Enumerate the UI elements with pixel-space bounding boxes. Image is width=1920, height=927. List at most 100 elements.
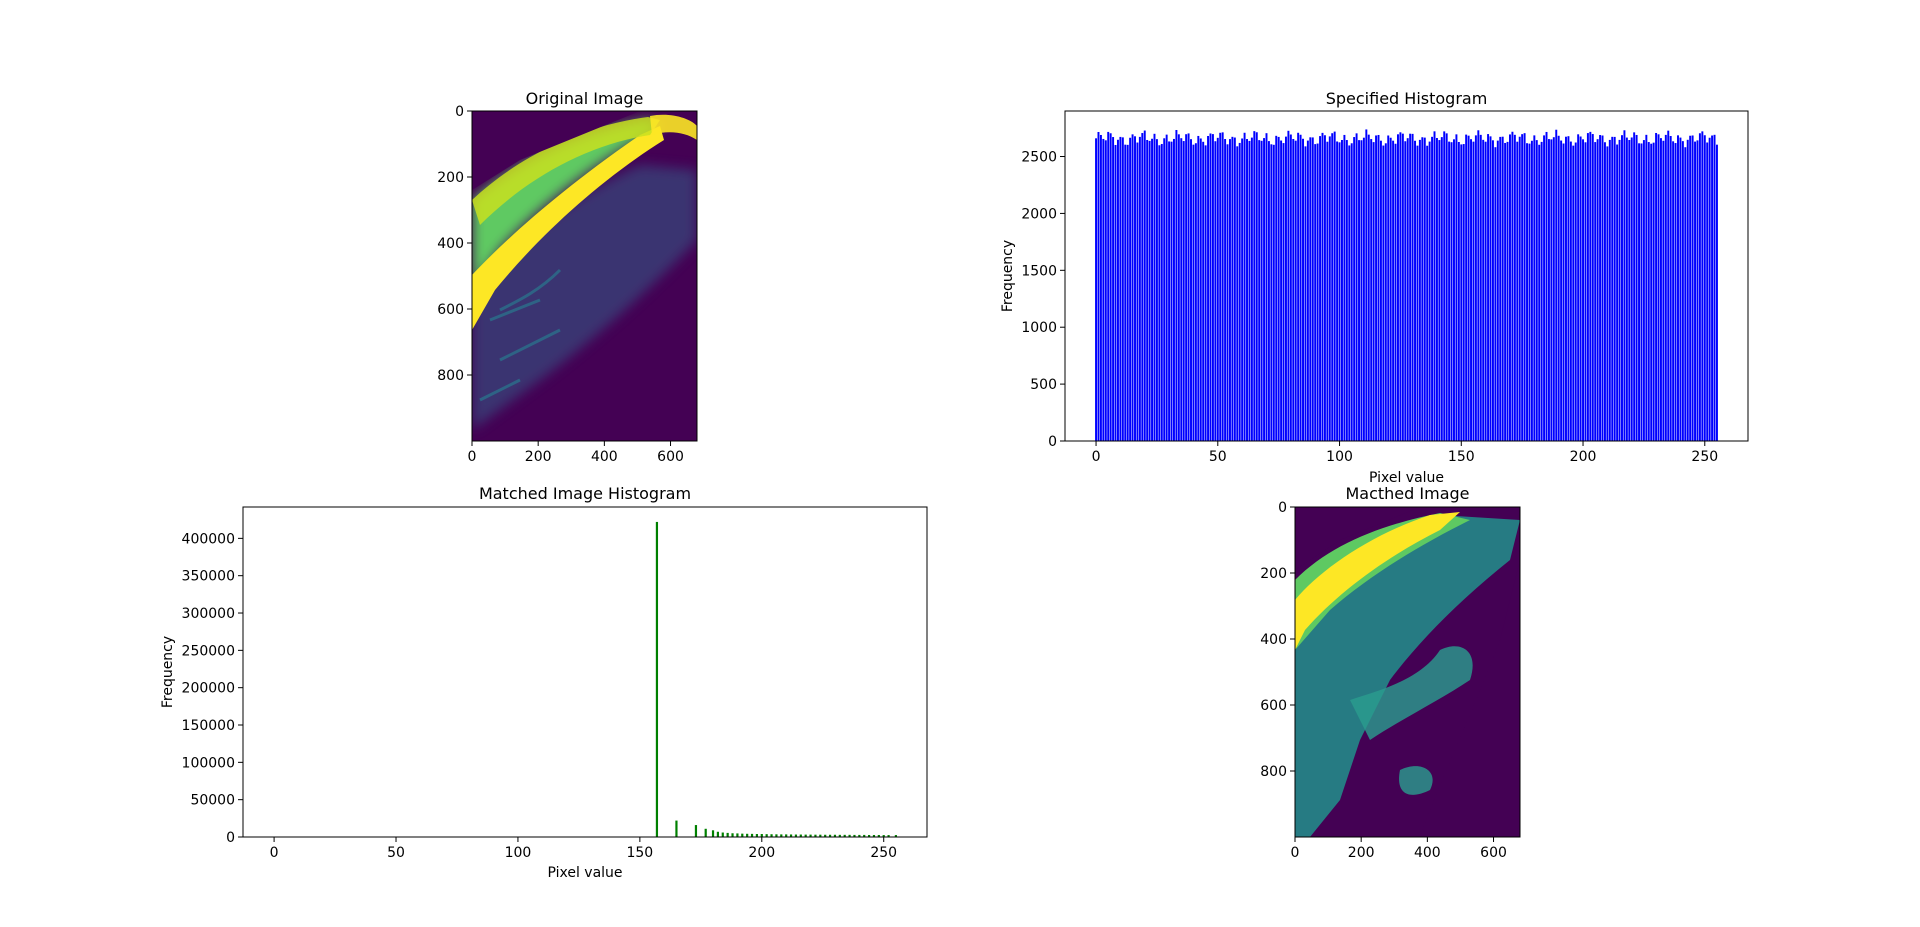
specified-bar: [1633, 132, 1636, 442]
specified-bar: [1462, 144, 1465, 441]
specified-bar: [1496, 140, 1499, 441]
specified-bar: [1443, 131, 1446, 441]
specified-bar: [1484, 141, 1487, 441]
specified-bar: [1365, 129, 1368, 441]
original-x-ticks: 0 200 400 600: [468, 441, 684, 465]
matched-bar: [894, 835, 898, 837]
specified-bar: [1284, 136, 1287, 442]
matched-bar: [789, 834, 793, 837]
specified-bar: [1416, 145, 1419, 441]
matched-image-panel: Macthed Image 0 200 400 600 0 200 400 600 800: [1260, 484, 1521, 861]
matched-x-tick-label: 250: [870, 845, 897, 861]
specified-bar: [1272, 144, 1275, 442]
specified-bar: [1701, 131, 1704, 441]
matched-bar: [770, 834, 773, 837]
specified-y-ticks: 0 500 1000 1500 2000 2500: [1021, 150, 1065, 450]
specified-bar: [1572, 145, 1575, 441]
specified-bar: [1297, 132, 1300, 441]
specified-bar: [1530, 140, 1533, 441]
specified-x-tick-label: 200: [1570, 449, 1597, 465]
specified-bar: [1282, 143, 1285, 441]
original-bright-band: [472, 126, 664, 330]
specified-bar: [1321, 132, 1324, 441]
specified-bar: [1423, 137, 1426, 441]
matched-bar: [858, 834, 861, 837]
specified-bar: [1594, 142, 1597, 442]
specified-bar: [1411, 133, 1414, 441]
specified-bar: [1131, 134, 1134, 441]
matched-histogram-bars: [655, 521, 898, 837]
matched-bar: [755, 834, 759, 837]
matched-image-x-tick-label: 200: [1348, 845, 1375, 861]
specified-bar: [1611, 136, 1614, 442]
specified-bar: [1311, 137, 1314, 441]
specified-bar: [1350, 143, 1353, 441]
specified-y-tick-label: 1000: [1021, 320, 1057, 336]
matched-bar: [882, 835, 885, 837]
specified-bar: [1348, 145, 1351, 441]
specified-bar: [1535, 140, 1538, 442]
specified-bar: [1677, 135, 1679, 441]
specified-bar: [1289, 134, 1292, 441]
specified-bar: [1194, 143, 1197, 441]
specified-bar: [1465, 134, 1468, 442]
specified-bar: [1674, 143, 1677, 442]
specified-bar: [1489, 136, 1492, 441]
matched-bar: [804, 834, 807, 837]
matched-y-tick-label: 300000: [182, 606, 235, 622]
matched-bar: [794, 834, 798, 837]
specified-bar: [1099, 134, 1102, 442]
matched-x-tick-label: 100: [505, 845, 532, 861]
specified-bar: [1635, 134, 1638, 441]
specified-bar: [1606, 146, 1609, 442]
specified-bar: [1211, 134, 1214, 441]
specified-bar: [1134, 136, 1136, 441]
specified-bar: [1138, 136, 1141, 442]
specified-bar: [1613, 136, 1616, 442]
specified-bar: [1621, 135, 1623, 441]
specified-bar: [1689, 135, 1692, 441]
specified-bar: [1304, 146, 1307, 441]
specified-bar: [1326, 141, 1329, 442]
specified-bar: [1584, 142, 1587, 442]
specified-x-tick-label: 0: [1092, 449, 1101, 465]
specified-bar: [1228, 139, 1231, 441]
specified-bar: [1608, 139, 1611, 441]
matched-bar: [711, 830, 715, 837]
specified-bar: [1214, 141, 1217, 441]
specified-bar: [1538, 144, 1541, 441]
specified-bar: [1599, 135, 1602, 441]
specified-bar: [1540, 141, 1543, 442]
specified-bar: [1618, 139, 1621, 441]
specified-bar: [1684, 147, 1687, 441]
matched-bar: [750, 833, 754, 837]
specified-bar: [1160, 143, 1163, 441]
specified-bar: [1467, 135, 1470, 441]
specified-bar: [1299, 134, 1302, 441]
specified-bar: [1698, 133, 1701, 442]
matched-x-ticks: 0 50 100 150 200 250: [270, 837, 897, 861]
specified-bar: [1555, 129, 1558, 441]
matched-bar: [872, 834, 876, 837]
specified-histogram-title: Specified Histogram: [1326, 89, 1488, 108]
specified-bar: [1389, 137, 1392, 441]
specified-bar: [1650, 143, 1653, 441]
specified-y-tick-label: 500: [1030, 377, 1057, 393]
matched-bar: [655, 521, 659, 837]
specified-bar: [1647, 142, 1650, 441]
specified-bar: [1601, 135, 1604, 441]
matched-image-title: Macthed Image: [1345, 484, 1469, 503]
specified-x-label: Pixel value: [1369, 470, 1444, 486]
specified-bar: [1151, 138, 1154, 441]
specified-bar: [1287, 130, 1290, 442]
specified-bar: [1314, 144, 1317, 441]
matched-bar: [736, 833, 739, 837]
specified-bar: [1703, 135, 1706, 442]
specified-bar: [1472, 141, 1475, 441]
specified-bar: [1547, 139, 1550, 441]
specified-bar: [1569, 141, 1572, 441]
specified-histogram-bars: [1095, 129, 1718, 442]
specified-bar: [1706, 142, 1709, 441]
specified-bar: [1155, 139, 1158, 442]
specified-bar: [1574, 142, 1577, 441]
